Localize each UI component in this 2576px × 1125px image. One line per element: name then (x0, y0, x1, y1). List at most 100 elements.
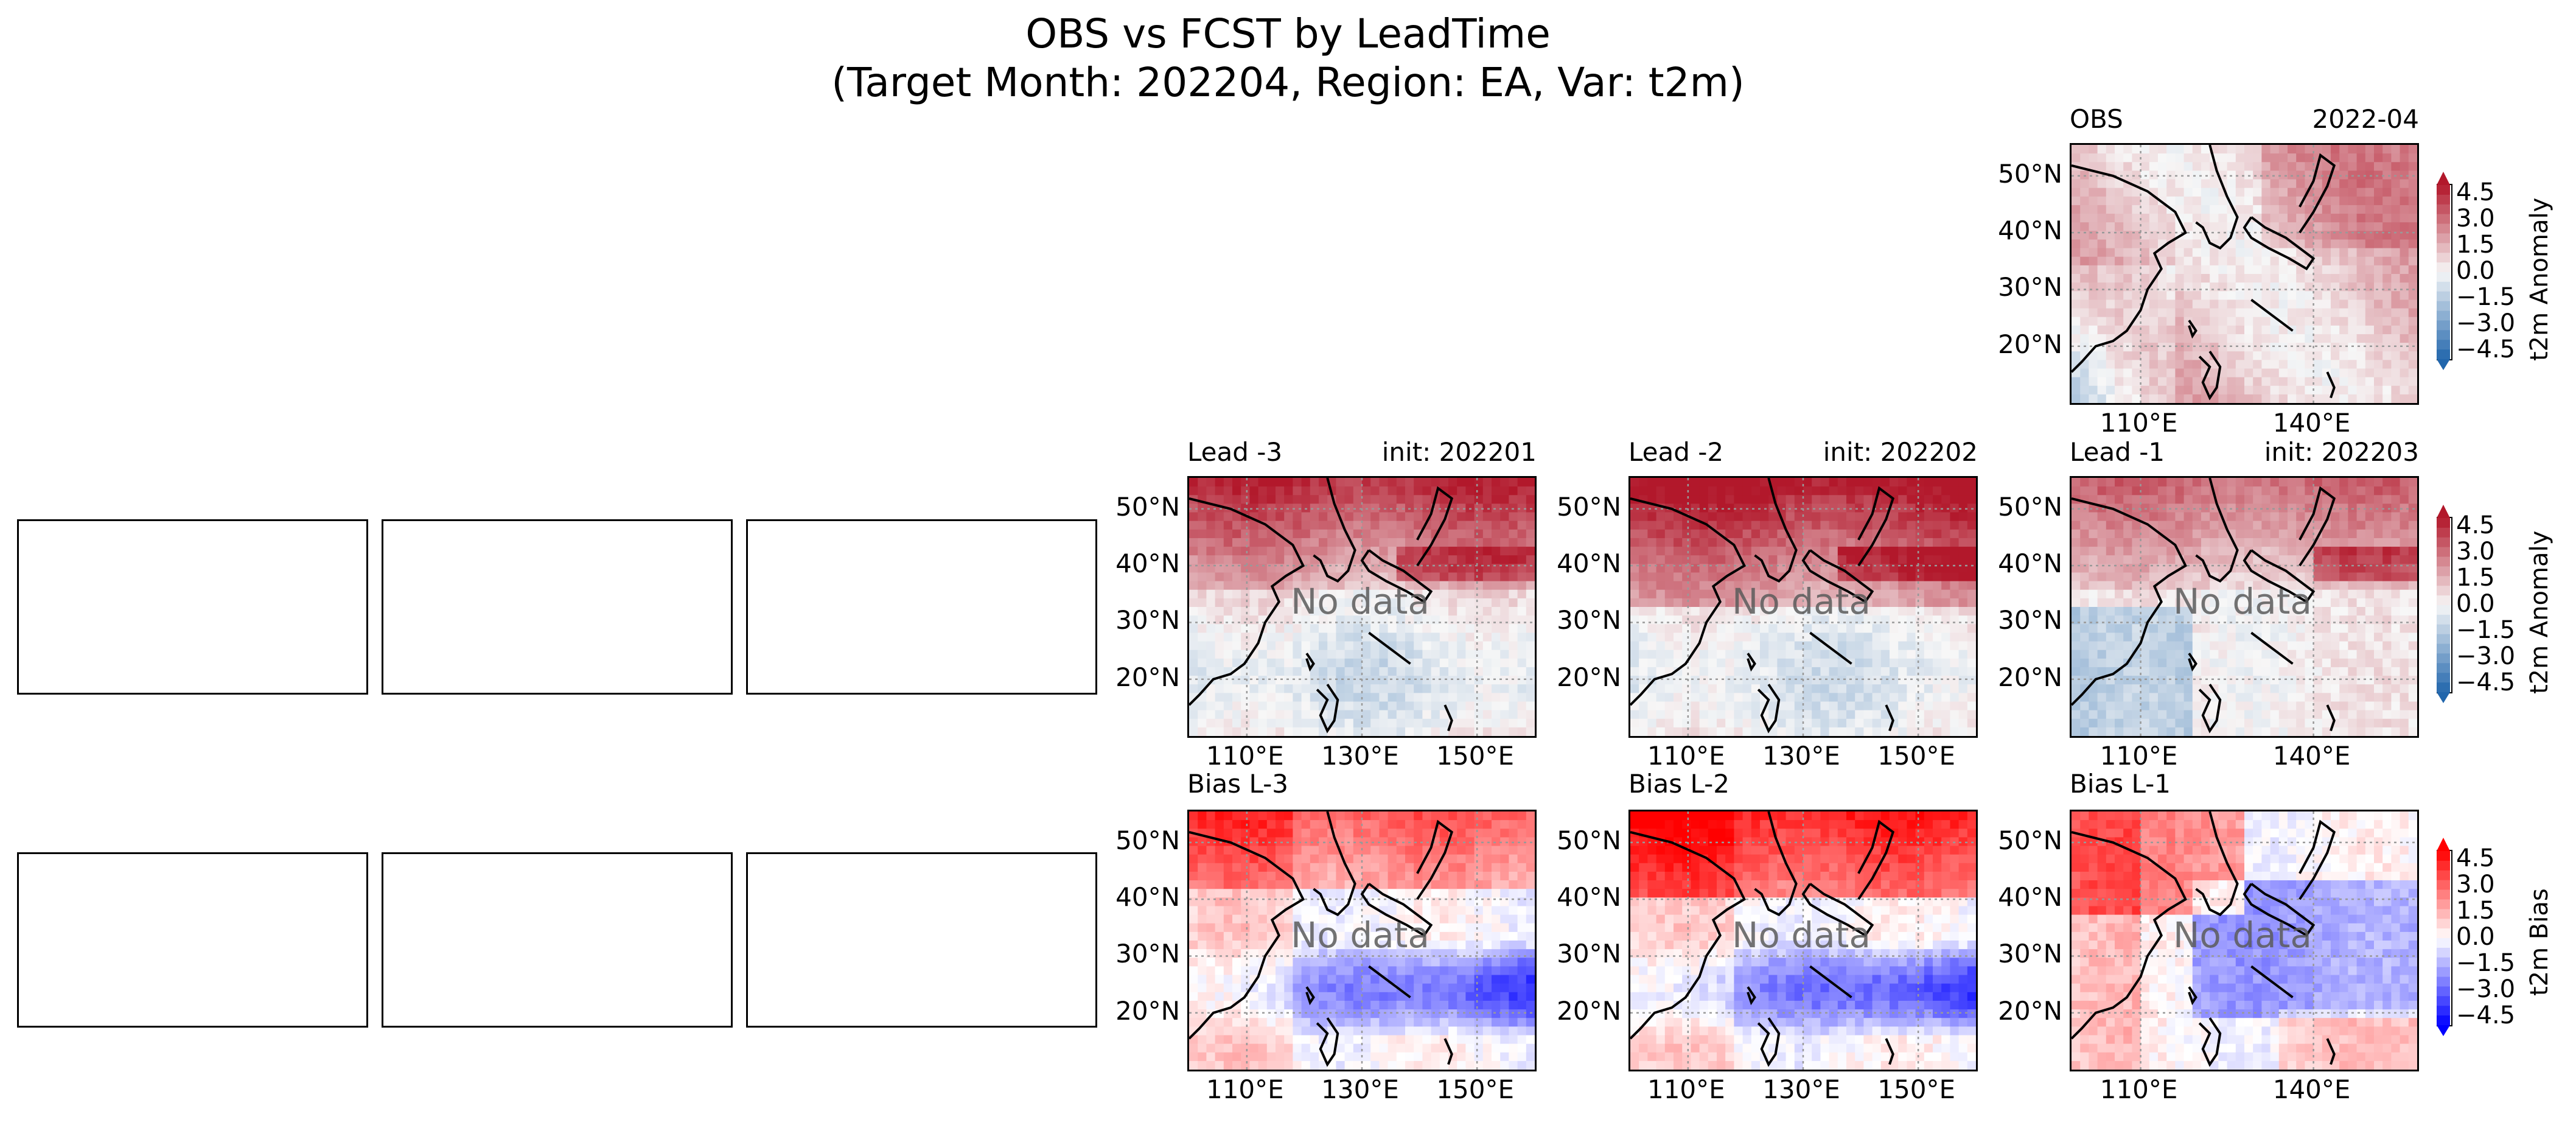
heatmap-cell (2374, 684, 2383, 693)
heatmap-cell (2261, 676, 2271, 685)
heatmap-cell (1482, 710, 1492, 720)
heatmap-cell (1457, 555, 1466, 564)
heatmap-cell (2192, 145, 2202, 154)
heatmap-cell (1206, 710, 1216, 720)
heatmap-cell (2374, 693, 2383, 703)
heatmap-cell (1647, 718, 1657, 728)
heatmap-cell (2305, 360, 2314, 370)
heatmap-cell (2400, 650, 2409, 659)
heatmap-cell (1785, 641, 1795, 651)
heatmap-cell (1457, 589, 1466, 599)
heatmap-cell (1708, 658, 1717, 668)
heatmap-cell (1422, 676, 1432, 685)
heatmap-cell (1924, 624, 1933, 633)
heatmap-cell (1699, 658, 1709, 668)
heatmap-cell (1414, 503, 1423, 513)
heatmap-cell (2115, 351, 2124, 360)
heatmap-cell (2192, 162, 2202, 171)
heatmap-cell (1829, 633, 1838, 642)
heatmap-cell (1924, 598, 1933, 608)
heatmap-cell (1656, 607, 1666, 616)
heatmap-cell (1474, 572, 1484, 582)
heatmap-cell (1742, 693, 1752, 703)
heatmap-cell (2356, 693, 2366, 703)
heatmap-cell (2356, 162, 2366, 171)
heatmap-cell (1872, 633, 1882, 642)
heatmap-cell (2374, 667, 2383, 676)
heatmap-cell (1405, 641, 1414, 651)
heatmap-cell (2288, 486, 2297, 496)
heatmap-cell (2227, 486, 2236, 496)
heatmap-cell (1457, 701, 1466, 711)
coastline (2198, 351, 2222, 401)
heatmap-cell (1509, 718, 1518, 728)
heatmap-cell (2227, 710, 2236, 720)
heatmap-cell (1941, 503, 1950, 513)
heatmap-cell (2166, 196, 2176, 206)
heatmap-cell (2391, 676, 2401, 685)
heatmap-cell (2175, 520, 2185, 530)
heatmap-cell (2400, 205, 2409, 214)
heatmap-cell (2288, 265, 2297, 275)
heatmap-cell (1465, 676, 1475, 685)
heatmap-cell (1405, 633, 1414, 642)
heatmap-cell (2089, 308, 2098, 318)
heatmap-cell (1465, 589, 1475, 599)
heatmap-cell (2210, 231, 2219, 240)
heatmap-cell (2140, 693, 2150, 703)
heatmap-cell (2123, 641, 2132, 651)
heatmap-cell (2305, 564, 2314, 573)
heatmap-cell (2408, 162, 2417, 171)
heatmap-cell (1950, 727, 1960, 736)
heatmap-cell (1777, 529, 1787, 539)
heatmap-cell (2253, 188, 2262, 197)
coastline (2072, 497, 2188, 706)
heatmap-cell (1379, 658, 1389, 668)
heatmap-cell (1734, 589, 1744, 599)
heatmap-cell (1370, 624, 1380, 633)
heatmap-cell (2210, 343, 2219, 352)
heatmap-cell (1500, 547, 1509, 556)
heatmap-cell (1482, 512, 1492, 522)
heatmap-cell (2089, 658, 2098, 668)
heatmap-cell (1742, 555, 1752, 564)
heatmap-cell (1725, 701, 1734, 711)
heatmap-cell (1500, 693, 1509, 703)
heatmap-cell (2296, 170, 2305, 180)
heatmap-cell (1327, 701, 1336, 711)
heatmap-cell (2227, 598, 2236, 608)
heatmap-cell (2149, 351, 2159, 360)
heatmap-cell (1880, 710, 1890, 720)
heatmap-cell (1855, 633, 1864, 642)
heatmap-cell (2278, 222, 2288, 231)
heatmap-cell (2322, 334, 2331, 343)
heatmap-cell (1198, 846, 1207, 855)
heatmap-cell (1336, 684, 1346, 693)
heatmap-cell (2158, 385, 2167, 395)
heatmap-cell (2305, 607, 2314, 616)
heatmap-cell (1742, 641, 1752, 651)
heatmap-cell (1474, 598, 1484, 608)
heatmap-cell (2097, 538, 2107, 547)
heatmap-cell (2097, 495, 2107, 504)
heatmap-cell (2158, 179, 2167, 189)
heatmap-cell (1656, 538, 1666, 547)
heatmap-cell (2227, 495, 2236, 504)
heatmap-cell (1206, 906, 1216, 916)
heatmap-cell (1284, 589, 1293, 599)
heatmap-cell (1396, 547, 1406, 556)
heatmap-cell (1664, 624, 1674, 633)
heatmap-cell (1405, 581, 1414, 591)
heatmap-cell (2123, 239, 2132, 249)
heatmap-cell (1682, 598, 1691, 608)
heatmap-cell (2244, 360, 2253, 370)
heatmap-cell (2382, 624, 2392, 633)
heatmap-cell (2356, 658, 2366, 668)
heatmap-cell (2261, 495, 2271, 504)
heatmap-cell (2278, 503, 2288, 513)
heatmap-cell (1258, 478, 1268, 487)
heatmap-cell (2132, 385, 2141, 395)
heatmap-cell (2089, 581, 2098, 591)
heatmap-cell (1941, 727, 1950, 736)
heatmap-cell (2296, 205, 2305, 214)
